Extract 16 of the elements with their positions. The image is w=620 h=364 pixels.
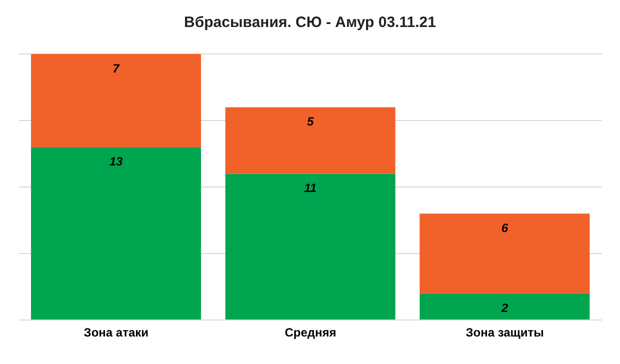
bar (420, 214, 590, 294)
data-label: 7 (112, 62, 121, 76)
x-tick-label: Средняя (284, 326, 336, 340)
x-tick-label: Зона атаки (84, 326, 149, 340)
x-tick-label: Зона защиты (466, 326, 544, 340)
bar (420, 293, 590, 320)
bar (31, 147, 201, 320)
bar (31, 54, 201, 148)
chart-title: Вбрасывания. СЮ - Амур 03.11.21 (183, 13, 437, 33)
bar (225, 174, 396, 320)
bar (225, 107, 396, 174)
data-label: 13 (109, 154, 123, 169)
data-label: 6 (501, 221, 508, 236)
data-label: 5 (306, 114, 314, 129)
data-label: 11 (304, 181, 317, 196)
data-label: 2 (500, 300, 508, 315)
